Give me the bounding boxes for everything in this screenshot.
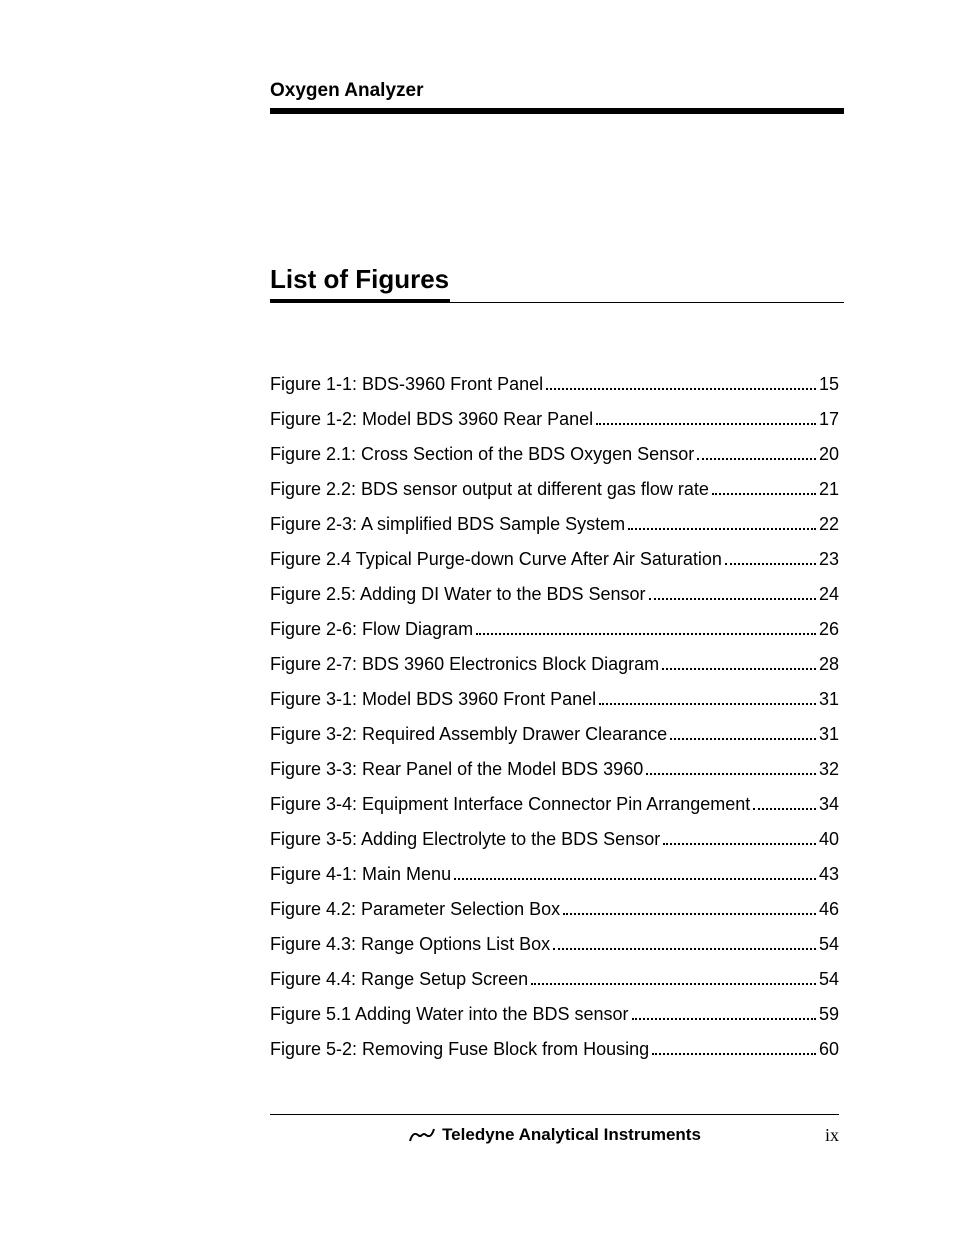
toc-leader-dots (652, 1053, 816, 1055)
toc-entry-page: 60 (819, 1040, 839, 1058)
toc-entry-label: Figure 1-2: Model BDS 3960 Rear Panel (270, 410, 593, 428)
toc-entry-page: 21 (819, 480, 839, 498)
toc-entry[interactable]: Figure 3-1: Model BDS 3960 Front Panel 31 (270, 690, 839, 708)
toc-entry-page: 22 (819, 515, 839, 533)
brand-logo-icon (408, 1127, 436, 1143)
toc-entry-label: Figure 3-3: Rear Panel of the Model BDS … (270, 760, 643, 778)
toc-leader-dots (697, 458, 816, 460)
toc-entry-label: Figure 2.4 Typical Purge-down Curve Afte… (270, 550, 722, 568)
toc-entry[interactable]: Figure 5-2: Removing Fuse Block from Hou… (270, 1040, 839, 1058)
toc-entry-page: 26 (819, 620, 839, 638)
toc-leader-dots (596, 423, 816, 425)
toc-leader-dots (670, 738, 816, 740)
toc-entry[interactable]: Figure 3-3: Rear Panel of the Model BDS … (270, 760, 839, 778)
toc-entry-label: Figure 3-5: Adding Electrolyte to the BD… (270, 830, 660, 848)
page-number: ix (825, 1125, 839, 1146)
toc-entry-page: 54 (819, 935, 839, 953)
toc-entry-page: 43 (819, 865, 839, 883)
toc-leader-dots (454, 878, 816, 880)
toc-entry-label: Figure 2.2: BDS sensor output at differe… (270, 480, 709, 498)
toc-leader-dots (531, 983, 816, 985)
toc-entry-label: Figure 3-1: Model BDS 3960 Front Panel (270, 690, 596, 708)
toc-entry-page: 17 (819, 410, 839, 428)
toc-entry[interactable]: Figure 1-1: BDS-3960 Front Panel 15 (270, 375, 839, 393)
toc-entry[interactable]: Figure 2.1: Cross Section of the BDS Oxy… (270, 445, 839, 463)
header-rule (270, 108, 844, 114)
toc-entry-page: 34 (819, 795, 839, 813)
document-page: Oxygen Analyzer List of Figures Figure 1… (0, 0, 954, 1235)
section-title: List of Figures (270, 264, 844, 299)
toc-entry-label: Figure 4.2: Parameter Selection Box (270, 900, 560, 918)
footer-rule (270, 1114, 839, 1115)
toc-entry-label: Figure 2-6: Flow Diagram (270, 620, 473, 638)
toc-entry[interactable]: Figure 3-4: Equipment Interface Connecto… (270, 795, 839, 813)
toc-entry-label: Figure 2.1: Cross Section of the BDS Oxy… (270, 445, 694, 463)
toc-leader-dots (563, 913, 816, 915)
toc-leader-dots (546, 388, 816, 390)
toc-entry-label: Figure 2.5: Adding DI Water to the BDS S… (270, 585, 646, 603)
toc-leader-dots (753, 808, 816, 810)
toc-entry-page: 32 (819, 760, 839, 778)
footer-brand-text: Teledyne Analytical Instruments (442, 1125, 701, 1145)
toc-entry[interactable]: Figure 2-7: BDS 3960 Electronics Block D… (270, 655, 839, 673)
toc-entry-label: Figure 4.4: Range Setup Screen (270, 970, 528, 988)
toc-entry[interactable]: Figure 2.4 Typical Purge-down Curve Afte… (270, 550, 839, 568)
toc-entry-label: Figure 4.3: Range Options List Box (270, 935, 550, 953)
footer-brand: Teledyne Analytical Instruments (408, 1125, 701, 1145)
page-footer: Teledyne Analytical Instruments ix (270, 1114, 839, 1145)
toc-leader-dots (663, 843, 816, 845)
toc-entry-page: 20 (819, 445, 839, 463)
toc-entry[interactable]: Figure 4.4: Range Setup Screen 54 (270, 970, 839, 988)
toc-entry-page: 28 (819, 655, 839, 673)
toc-leader-dots (476, 633, 816, 635)
toc-leader-dots (725, 563, 816, 565)
toc-entry-label: Figure 3-2: Required Assembly Drawer Cle… (270, 725, 667, 743)
toc-entry[interactable]: Figure 4-1: Main Menu 43 (270, 865, 839, 883)
toc-entry[interactable]: Figure 5.1 Adding Water into the BDS sen… (270, 1005, 839, 1023)
toc-entry-page: 31 (819, 725, 839, 743)
toc-leader-dots (649, 598, 816, 600)
toc-entry-page: 15 (819, 375, 839, 393)
list-of-figures: Figure 1-1: BDS-3960 Front Panel15Figure… (270, 375, 839, 1058)
toc-entry-page: 24 (819, 585, 839, 603)
toc-entry[interactable]: Figure 2-6: Flow Diagram 26 (270, 620, 839, 638)
toc-entry-label: Figure 5-2: Removing Fuse Block from Hou… (270, 1040, 649, 1058)
toc-leader-dots (599, 703, 816, 705)
toc-leader-dots (553, 948, 816, 950)
toc-entry-page: 40 (819, 830, 839, 848)
toc-entry-page: 46 (819, 900, 839, 918)
footer-line: Teledyne Analytical Instruments ix (270, 1125, 839, 1145)
toc-entry-label: Figure 3-4: Equipment Interface Connecto… (270, 795, 750, 813)
toc-leader-dots (712, 493, 816, 495)
toc-entry-page: 31 (819, 690, 839, 708)
section-title-rule (270, 299, 844, 305)
toc-leader-dots (632, 1018, 816, 1020)
toc-entry[interactable]: Figure 4.2: Parameter Selection Box 46 (270, 900, 839, 918)
toc-leader-dots (662, 668, 816, 670)
toc-entry-page: 54 (819, 970, 839, 988)
toc-entry[interactable]: Figure 2.2: BDS sensor output at differe… (270, 480, 839, 498)
toc-entry-page: 23 (819, 550, 839, 568)
toc-entry-label: Figure 5.1 Adding Water into the BDS sen… (270, 1005, 629, 1023)
running-head: Oxygen Analyzer (270, 80, 844, 102)
toc-entry-label: Figure 1-1: BDS-3960 Front Panel (270, 375, 543, 393)
toc-entry[interactable]: Figure 1-2: Model BDS 3960 Rear Panel 17 (270, 410, 839, 428)
toc-entry-label: Figure 2-3: A simplified BDS Sample Syst… (270, 515, 625, 533)
toc-entry-label: Figure 4-1: Main Menu (270, 865, 451, 883)
toc-leader-dots (628, 528, 816, 530)
toc-entry-page: 59 (819, 1005, 839, 1023)
toc-entry[interactable]: Figure 3-2: Required Assembly Drawer Cle… (270, 725, 839, 743)
toc-entry[interactable]: Figure 2.5: Adding DI Water to the BDS S… (270, 585, 839, 603)
toc-entry-label: Figure 2-7: BDS 3960 Electronics Block D… (270, 655, 659, 673)
toc-entry[interactable]: Figure 3-5: Adding Electrolyte to the BD… (270, 830, 839, 848)
toc-entry[interactable]: Figure 2-3: A simplified BDS Sample Syst… (270, 515, 839, 533)
toc-entry[interactable]: Figure 4.3: Range Options List Box 54 (270, 935, 839, 953)
toc-leader-dots (646, 773, 816, 775)
